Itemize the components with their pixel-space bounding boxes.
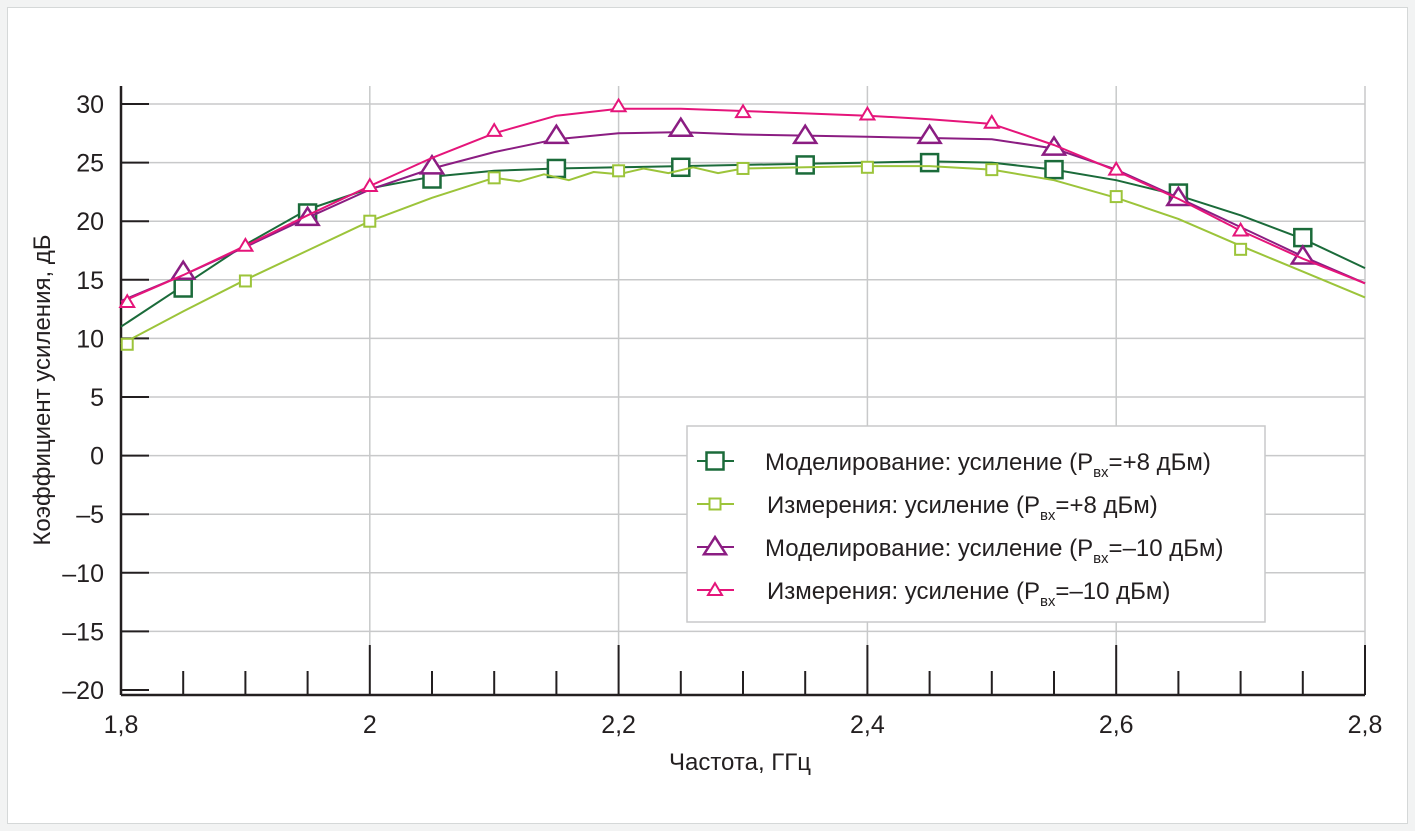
triangle-marker	[706, 581, 724, 596]
square-marker	[363, 214, 377, 228]
triangle-marker	[667, 116, 695, 138]
square-marker	[736, 161, 750, 175]
triangle-marker	[118, 293, 136, 309]
y-tick-label: 30	[76, 91, 104, 119]
triangle-marker	[609, 97, 628, 113]
square-marker	[120, 337, 134, 351]
square-marker	[795, 155, 815, 175]
x-tick-label: 2,2	[601, 711, 636, 739]
triangle-marker	[701, 534, 729, 556]
series-sim_m10	[120, 116, 1366, 302]
triangle-marker	[858, 105, 877, 121]
square-marker	[1109, 190, 1123, 204]
legend-label: Измерения: усиление (Pвх=–10 дБм)	[767, 578, 1170, 610]
triangle-marker	[418, 153, 446, 175]
triangle-marker	[485, 122, 503, 137]
x-tick-label: 2,8	[1348, 711, 1383, 739]
y-tick-label: 10	[76, 325, 104, 353]
x-tick-label: 2,6	[1099, 711, 1134, 739]
square-marker	[612, 164, 626, 178]
legend-item: Моделирование: усиление (Pвх=+8 дБм)	[697, 449, 1211, 481]
triangle-marker	[983, 113, 1001, 129]
square-marker	[708, 497, 722, 511]
y-tick-label: 0	[90, 443, 104, 471]
legend: Моделирование: усиление (Pвх=+8 дБм) Изме…	[686, 425, 1266, 623]
triangle-marker	[169, 259, 197, 281]
y-tick-label: 5	[90, 384, 104, 412]
legend-item: Моделирование: усиление (Pвх=–10 дБм)	[697, 534, 1224, 567]
legend-label: Моделирование: усиление (Pвх=+8 дБм)	[765, 449, 1211, 481]
y-axis-title: Коэффициент усиления, дБ	[29, 234, 56, 545]
triangle-marker	[543, 123, 570, 145]
y-tick-label: 20	[76, 208, 104, 236]
series-line	[120, 131, 1366, 302]
square-marker	[985, 163, 999, 177]
triangle-marker	[236, 237, 255, 252]
square-marker	[919, 152, 940, 173]
y-tick-label: 15	[76, 267, 104, 295]
triangle-marker	[916, 123, 943, 145]
y-tick-label: –20	[62, 677, 104, 705]
y-tick-label: 25	[76, 150, 104, 178]
series-meas_m10	[118, 97, 1366, 309]
x-tick-label: 1,8	[104, 711, 139, 739]
legend-item: Измерения: усиление (Pвх=+8 дБм)	[697, 492, 1158, 524]
legend-label: Измерения: усиление (Pвх=+8 дБм)	[767, 492, 1158, 524]
triangle-marker	[734, 103, 752, 119]
x-tick-label: 2,4	[850, 711, 885, 739]
square-marker	[1293, 227, 1313, 248]
triangle-marker	[1231, 221, 1250, 237]
triangle-marker	[1289, 244, 1317, 265]
axes: 30 25 20 15 10 5 0 –5 –10 –15 –201,8 2 2,2 2,4 2,6 2,8	[62, 86, 1382, 739]
square-marker	[238, 274, 252, 288]
chart-frame	[7, 7, 1408, 824]
square-marker	[546, 158, 567, 179]
series-line	[120, 165, 1366, 346]
square-marker	[1044, 159, 1064, 180]
square-marker	[173, 278, 193, 298]
series-layer	[118, 97, 1366, 351]
triangle-marker	[1107, 160, 1125, 176]
y-tick-label: –15	[62, 618, 104, 646]
y-tick-label: –5	[76, 501, 104, 529]
square-marker	[671, 157, 691, 178]
square-marker	[705, 451, 725, 471]
series-meas_p8	[120, 160, 1366, 351]
legend-item: Измерения: усиление (Pвх=–10 дБм)	[697, 578, 1170, 610]
x-tick-label: 2	[363, 711, 377, 739]
triangle-marker	[361, 177, 379, 192]
square-marker	[860, 160, 874, 174]
triangle-marker	[791, 123, 819, 145]
x-axis-title: Частота, ГГц	[669, 749, 811, 776]
square-marker	[1234, 242, 1248, 256]
square-marker	[487, 171, 501, 185]
legend-box	[686, 425, 1266, 623]
legend-label: Моделирование: усиление (Pвх=–10 дБм)	[765, 535, 1224, 567]
series-sim_p8	[120, 152, 1366, 328]
y-tick-label: –10	[62, 560, 104, 588]
